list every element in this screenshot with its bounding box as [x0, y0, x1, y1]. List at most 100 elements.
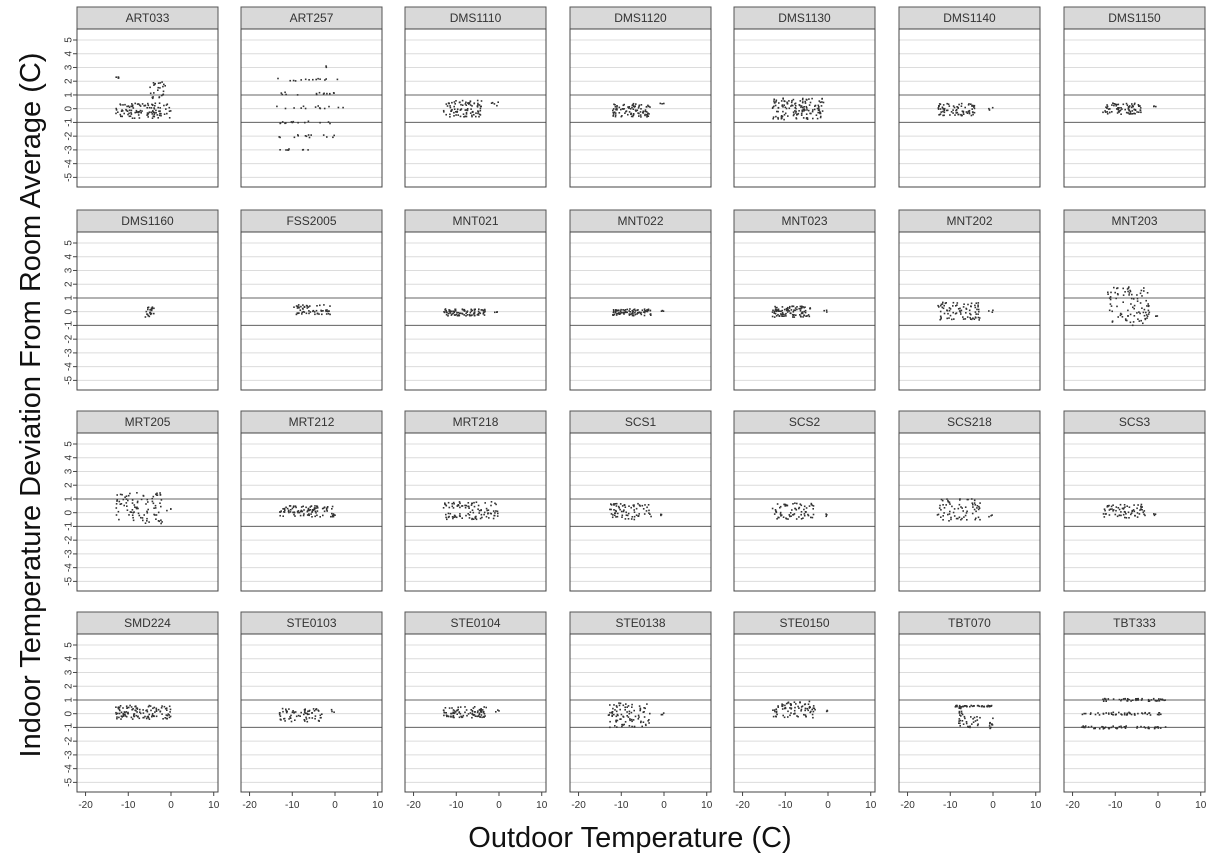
- data-point: [146, 520, 148, 522]
- panel-background: [241, 232, 382, 390]
- data-point: [458, 716, 461, 719]
- x-axis-title: Outdoor Temperature (C): [468, 822, 791, 854]
- data-point: [967, 104, 970, 106]
- data-point: [303, 709, 306, 711]
- data-point: [812, 505, 815, 507]
- data-point: [305, 506, 307, 509]
- data-point: [151, 714, 154, 717]
- data-point: [473, 706, 476, 708]
- data-point: [791, 104, 793, 107]
- data-point: [978, 319, 980, 321]
- data-point: [1116, 727, 1119, 729]
- data-point: [157, 708, 160, 711]
- data-point: [782, 110, 784, 113]
- data-point: [773, 100, 775, 102]
- data-point: [648, 719, 650, 721]
- x-tick-label: -10: [614, 800, 629, 811]
- data-point: [306, 510, 309, 513]
- data-point: [127, 105, 130, 107]
- x-tick-label: -10: [943, 800, 958, 811]
- data-point: [474, 517, 477, 519]
- data-point: [782, 313, 784, 316]
- data-point: [306, 514, 309, 516]
- data-point: [948, 501, 951, 504]
- data-point: [939, 108, 942, 110]
- data-point: [936, 514, 939, 516]
- data-point: [450, 712, 453, 715]
- data-point: [155, 710, 158, 712]
- data-point: [629, 108, 632, 110]
- data-point: [1098, 714, 1101, 716]
- data-point: [497, 512, 499, 515]
- data-point: [1110, 726, 1113, 729]
- data-point: [973, 107, 976, 110]
- data-point: [118, 518, 120, 521]
- data-point: [954, 114, 956, 116]
- data-point: [951, 505, 953, 508]
- data-point: [794, 105, 797, 107]
- data-point: [319, 717, 322, 719]
- data-point: [803, 310, 805, 313]
- data-point: [466, 314, 469, 316]
- data-point: [794, 507, 797, 510]
- data-point: [616, 309, 619, 312]
- data-point: [451, 310, 453, 313]
- data-point: [1141, 712, 1143, 714]
- data-point: [470, 709, 472, 711]
- data-point: [472, 111, 474, 113]
- data-point: [976, 505, 979, 507]
- data-point: [612, 113, 615, 115]
- data-point: [139, 708, 141, 711]
- data-point: [450, 716, 452, 718]
- data-point: [312, 309, 315, 312]
- panel-background: [405, 29, 546, 187]
- data-point: [1125, 725, 1127, 727]
- data-point: [452, 715, 454, 718]
- data-point: [1117, 316, 1119, 318]
- data-point: [453, 310, 456, 312]
- data-point: [168, 705, 171, 708]
- data-point: [130, 706, 133, 708]
- data-point: [635, 110, 637, 112]
- data-point: [787, 716, 789, 718]
- data-point: [144, 522, 147, 524]
- data-point: [947, 499, 949, 502]
- data-point: [662, 310, 665, 312]
- data-point: [804, 102, 807, 104]
- data-point: [611, 715, 613, 717]
- data-point: [289, 511, 292, 513]
- data-point: [445, 513, 447, 516]
- data-point: [1109, 303, 1112, 305]
- data-point: [453, 516, 455, 518]
- data-point: [477, 104, 479, 106]
- data-point: [959, 719, 962, 722]
- data-point: [810, 516, 812, 519]
- data-point: [1138, 513, 1141, 515]
- data-point: [959, 707, 962, 710]
- data-point: [1124, 516, 1126, 519]
- data-point: [615, 510, 617, 512]
- data-point: [119, 705, 122, 707]
- data-point: [1104, 726, 1107, 728]
- data-point: [477, 314, 480, 316]
- data-point: [471, 518, 473, 521]
- data-point: [293, 306, 295, 308]
- data-point: [977, 308, 980, 311]
- data-point: [646, 309, 648, 311]
- data-point: [947, 312, 949, 315]
- data-points: [954, 704, 994, 730]
- data-points: [771, 97, 825, 121]
- data-point: [304, 121, 306, 124]
- data-point: [1101, 725, 1103, 728]
- data-point: [297, 304, 300, 306]
- data-point: [1111, 310, 1113, 313]
- data-point: [118, 500, 121, 503]
- data-point: [807, 314, 810, 316]
- data-point: [454, 308, 457, 311]
- data-point: [479, 710, 482, 713]
- data-point: [473, 501, 475, 504]
- data-point: [777, 310, 780, 312]
- data-point: [623, 504, 626, 506]
- data-point: [640, 313, 643, 316]
- data-point: [969, 726, 971, 729]
